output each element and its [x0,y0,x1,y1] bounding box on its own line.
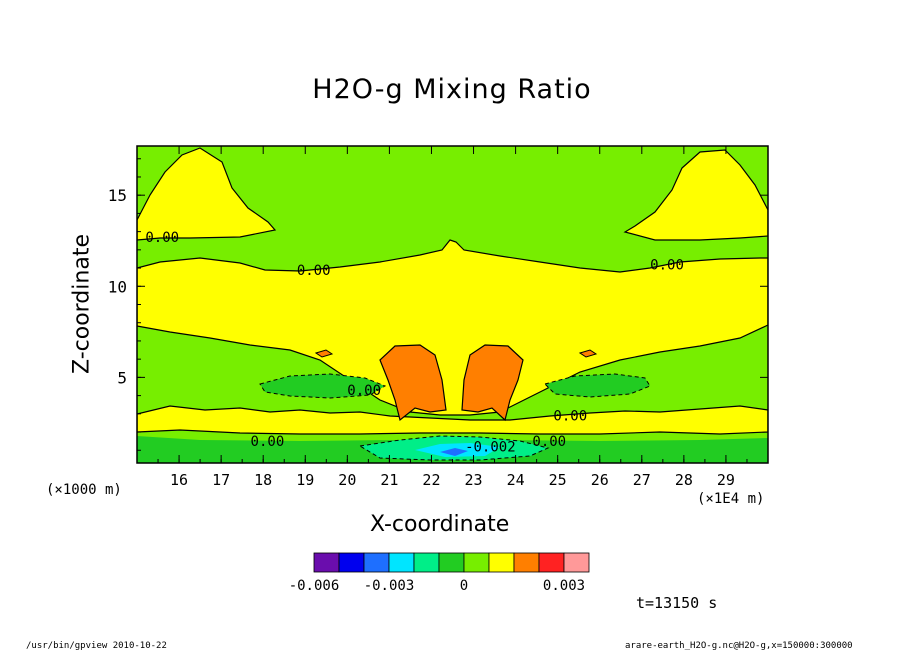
contour-region-orange-small-right [578,349,598,358]
contour-region-orange-right [461,344,524,422]
contour-region-blob-left [259,373,387,399]
x-tick-label: 25 [549,471,567,489]
contour-label: 0.00 [650,257,684,273]
colorbar: -0.006 -0.003 0 0.003 [289,552,590,594]
colorbar-swatch [313,552,340,573]
colorbar-swatch [388,552,415,573]
colorbar-swatch [438,552,465,573]
x-tick-label: 26 [591,471,609,489]
contour-fill-layer [137,146,768,463]
contour-region-upper-left [137,147,277,241]
contour-region-negative-min [440,448,468,456]
contour-region-lower-band [137,405,768,435]
contour-label: -0.002 [465,440,516,456]
contour-region-orange-small-left [314,349,334,358]
colorbar-swatch [413,552,440,573]
contour-region-blob-right [544,373,651,398]
contour-label: 0.00 [553,409,587,425]
x-tick-label: 17 [212,471,230,489]
x-tick-label: 27 [633,471,651,489]
contour-label: 0.00 [347,383,381,399]
x-tick-label: 19 [296,471,314,489]
colorbar-swatch [463,552,490,573]
contour-label: 0.00 [145,230,179,246]
footer-right: arare-earth_H2O-g.nc@H2O-g,x=150000:3000… [625,641,853,651]
colorbar-swatch [538,552,565,573]
contour-label-group: 0.00 0.00 0.00 0.00 0.00 0.00 0.00 -0.002 [145,230,684,456]
contour-region-upper-right [623,149,768,241]
contour-label: 0.00 [532,434,566,450]
y-axis-ticks: 5 10 15 [108,158,768,451]
x-tick-label: 22 [422,471,440,489]
colorbar-swatch [513,552,540,573]
colorbar-swatch [563,552,590,573]
x-tick-label: 20 [338,471,356,489]
colorbar-swatch [363,552,390,573]
y-tick-label: 5 [117,368,127,387]
y-tick-label: 10 [108,277,127,296]
x-tick-label: 21 [380,471,398,489]
time-label: t=13150 s [636,594,718,612]
x-tick-label: 16 [170,471,188,489]
x-axis-ticks: 16 17 18 19 20 21 22 23 24 25 26 27 28 29 [136,146,769,489]
colorbar-label: 0 [460,578,468,594]
footer-left: /usr/bin/gpview 2010-10-22 [26,641,167,651]
x-tick-label: 18 [254,471,272,489]
contour-label: 0.00 [297,263,331,279]
x-tick-label: 24 [507,471,525,489]
colorbar-label: 0.003 [543,578,585,594]
x-tick-label: 29 [717,471,735,489]
x-axis-label: X-coordinate [370,512,510,537]
chart-title: H2O-g Mixing Ratio [312,74,592,105]
y-tick-label: 15 [108,186,127,205]
colorbar-label: -0.003 [364,578,415,594]
colorbar-swatch [488,552,515,573]
x-unit-note: (×1000 m) [46,482,122,498]
contour-region-orange-left [379,344,447,422]
x-tick-label: 28 [675,471,693,489]
x-multiplier-note: (×1E4 m) [697,491,765,507]
colorbar-swatch [338,552,365,573]
colorbar-label: -0.006 [289,578,340,594]
x-tick-label: 23 [465,471,483,489]
contour-label: 0.00 [251,434,285,450]
